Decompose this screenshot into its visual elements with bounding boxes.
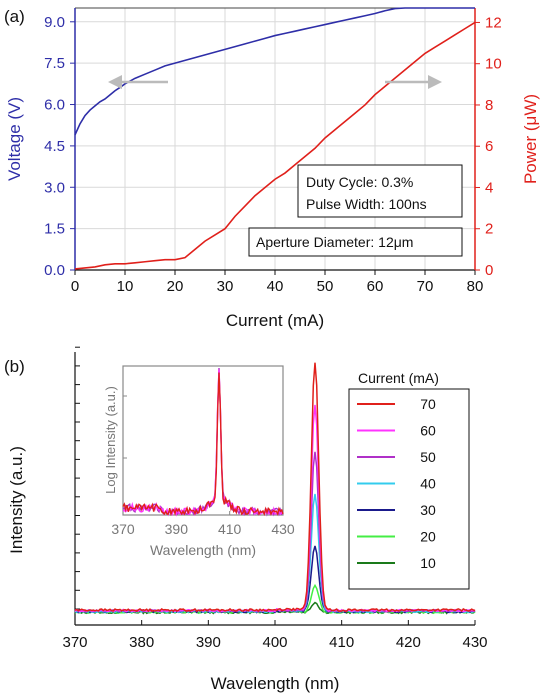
panel-b: 370 380 390 400 410 420 430 Current (mA) 70 60 50 4… [4, 346, 488, 693]
panel-label-b: (b) [4, 357, 25, 376]
y2-tick-label: 2 [485, 221, 493, 238]
legend-box [348, 388, 470, 590]
aperture-box [248, 227, 463, 257]
x-axis-title: Current (mA) [226, 311, 324, 330]
y-axis-title: Intensity (a.u.) [7, 446, 26, 554]
inset-x-tick-label: 410 [218, 521, 242, 537]
y-tick-label: 6.0 [44, 97, 65, 114]
spectrum-line-70 [74, 362, 476, 613]
panel-a: 0 10 20 30 40 50 60 70 80 0.0 1.5 3.0 4.5 6.0 7.5 9.0 0 2… [4, 7, 540, 330]
legend-label-70: 70 [420, 396, 436, 412]
panel-label-a: (a) [4, 7, 25, 26]
voltage-series-line [74, 7, 475, 136]
y-tick-label: 3.0 [44, 179, 65, 196]
inset-x-tick-label: 370 [111, 521, 135, 537]
info-box [297, 164, 463, 218]
legend-title: Current (mA) [358, 370, 439, 386]
legend-label-50: 50 [420, 449, 436, 465]
duty-cycle-label: Duty Cycle: 0.3% [306, 174, 413, 190]
inset-frame [122, 365, 284, 516]
x-tick-label: 50 [317, 278, 334, 295]
y-tick-label: 9.0 [44, 14, 65, 31]
x-tick-label: 10 [117, 278, 134, 295]
y2-tick-label: 8 [485, 97, 493, 114]
y2-tick-label: 0 [485, 262, 493, 279]
y2-axis-title: Power (μW) [521, 94, 540, 184]
inset-x-tick-label: 390 [165, 521, 189, 537]
pulse-width-label: Pulse Width: 100ns [306, 196, 427, 212]
x-tick-label: 410 [329, 634, 354, 651]
x-tick-label: 390 [196, 634, 221, 651]
inset-x-tick-label: 430 [271, 521, 295, 537]
x-tick-label: 30 [217, 278, 234, 295]
legend-label-10: 10 [420, 555, 436, 571]
x-tick-label: 380 [129, 634, 154, 651]
x-axis-title: Wavelength (nm) [211, 674, 340, 693]
y-tick-label: 1.5 [44, 221, 65, 238]
x-tick-label: 80 [467, 278, 484, 295]
left-arrow-head [108, 75, 122, 89]
y-tick-label: 4.5 [44, 138, 65, 155]
y2-tick-label: 10 [485, 56, 502, 73]
inset-x-axis-title: Wavelength (nm) [150, 542, 256, 558]
x-tick-label: 400 [262, 634, 287, 651]
right-arrow-head [428, 75, 442, 89]
inset-y-axis-title: Log Intensity (a.u.) [103, 386, 118, 494]
y2-tick-label: 12 [485, 14, 502, 31]
legend-label-40: 40 [420, 476, 436, 492]
legend-label-30: 30 [420, 502, 436, 518]
y-tick-label: 0.0 [44, 262, 65, 279]
power-series-line [74, 21, 476, 270]
x-tick-label: 70 [417, 278, 434, 295]
x-tick-label: 430 [462, 634, 487, 651]
y-tick-label: 7.5 [44, 55, 65, 72]
legend-label-20: 20 [420, 529, 436, 545]
y2-tick-label: 4 [485, 179, 493, 196]
legend-label-60: 60 [420, 423, 436, 439]
x-tick-label: 60 [367, 278, 384, 295]
y-axis-title: Voltage (V) [5, 97, 24, 181]
x-tick-label: 370 [62, 634, 87, 651]
x-tick-label: 0 [71, 278, 79, 295]
x-tick-label: 420 [396, 634, 421, 651]
y2-tick-label: 6 [485, 138, 493, 155]
aperture-label: Aperture Diameter: 12μm [256, 234, 413, 250]
x-tick-label: 20 [167, 278, 184, 295]
x-tick-label: 40 [267, 278, 284, 295]
inset-spectrum-line [122, 372, 284, 517]
